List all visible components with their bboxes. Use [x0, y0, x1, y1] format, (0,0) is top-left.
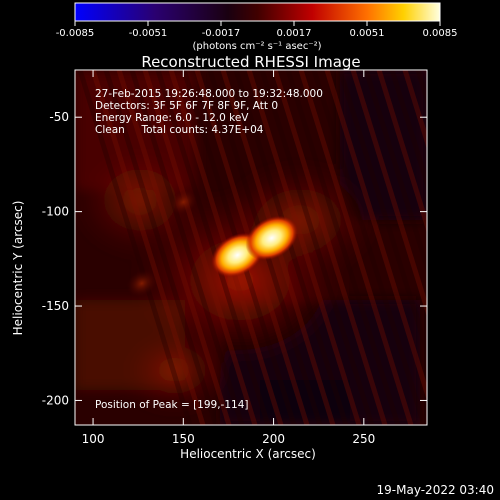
colorbar-units: (photons cm⁻² s⁻¹ asec⁻²) — [192, 41, 321, 52]
chart-title: Reconstructed RHESSI Image — [141, 53, 360, 71]
y-axis-label: Heliocentric Y (arcsec) — [11, 201, 25, 336]
annotation-energy: Energy Range: 6.0 - 12.0 keV — [95, 112, 249, 124]
colorbar-tick-label: -0.0051 — [129, 28, 168, 39]
colorbar-tick-label: -0.0085 — [56, 28, 95, 39]
colorbar-ticks: -0.0085 -0.0051 -0.0017 0.0017 0.0051 0.0085 — [56, 21, 458, 39]
colorbar-tick-label: 0.0085 — [423, 28, 458, 39]
y-tick-label: -100 — [42, 205, 69, 219]
x-tick-label: 200 — [262, 432, 285, 446]
y-tick-label: -150 — [42, 299, 69, 313]
colorbar-tick-label: -0.0017 — [202, 28, 241, 39]
plot-frame — [74, 69, 428, 426]
annotation-time: 27-Feb-2015 19:26:48.000 to 19:32:48.000 — [95, 88, 323, 100]
x-axis-label: Heliocentric X (arcsec) — [180, 447, 316, 461]
x-tick-label: 250 — [352, 432, 375, 446]
source-3 — [169, 189, 198, 215]
colorbar-tick-label: 0.0017 — [277, 28, 312, 39]
colorbar — [74, 2, 441, 22]
y-tick-label: -200 — [42, 393, 69, 407]
x-ticks: 100 150 200 250 — [82, 70, 375, 446]
peak-position-label: Position of Peak = [199,-114] — [95, 399, 249, 411]
source-2 — [126, 269, 158, 297]
footer-timestamp: 19-May-2022 03:40 — [377, 483, 494, 497]
annotation-detectors: Detectors: 3F 5F 6F 7F 8F 9F, Att 0 — [95, 100, 278, 112]
x-tick-label: 150 — [172, 432, 195, 446]
source-1 — [245, 215, 298, 261]
y-tick-label: -50 — [49, 110, 69, 124]
x-tick-label: 100 — [82, 432, 105, 446]
sources — [126, 189, 298, 297]
annotation-counts: Clean Total counts: 4.37E+04 — [95, 124, 264, 136]
y-ticks: -50 -100 -150 -200 — [42, 110, 427, 407]
heatmap-image — [75, 70, 427, 425]
colorbar-tick-label: 0.0051 — [350, 28, 385, 39]
